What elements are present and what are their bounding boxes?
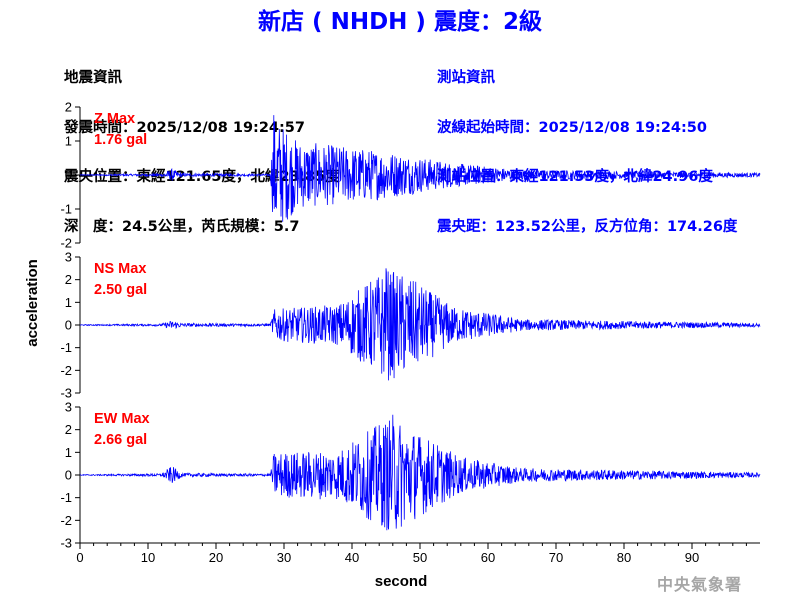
x-tick-label: 30 (277, 550, 291, 565)
x-tick-label: 20 (209, 550, 223, 565)
x-tick-label: 90 (685, 550, 699, 565)
panel-ns: -3 -2 -1 0 1 2 3 NS Max 2.50 gal (60, 250, 761, 401)
max-value-ns: 2.50 gal (94, 282, 147, 298)
y-tick-label: -2 (60, 236, 72, 251)
y-tick-label: 2 (65, 272, 72, 287)
max-label-z: Z Max (94, 111, 135, 127)
max-label-ns: NS Max (94, 261, 146, 277)
max-value-ew: 2.66 gal (94, 432, 147, 448)
earthquake-info-block: 地震資訊 發震時間：2025/12/08 19:24:57 震央位置：東經121… (64, 37, 340, 252)
y-axis-title: acceleration (24, 259, 41, 347)
x-tick-label: 50 (413, 550, 427, 565)
y-tick-label: -2 (60, 513, 72, 528)
panel-z: -2 -1 0 1 2 Z Max 1.76 gal (60, 100, 761, 251)
y-tick-label: -1 (60, 340, 72, 355)
y-tick-label: 0 (65, 318, 72, 333)
y-tick-label: 3 (65, 250, 72, 265)
wave-start-time: 波線起始時間：2025/12/08 19:24:50 (437, 119, 707, 136)
origin-time: 發震時間：2025/12/08 19:24:57 (64, 119, 305, 136)
y-tick-label: -2 (60, 363, 72, 378)
y-tick-label: -3 (60, 536, 72, 551)
x-tick-label: 10 (141, 550, 155, 565)
depth-magnitude: 深 度：24.5公里，芮氏規模：5.7 (64, 218, 300, 235)
y-tick-label: 0 (65, 168, 72, 183)
earthquake-info-heading: 地震資訊 (64, 70, 122, 86)
y-tick-label: 3 (65, 400, 72, 415)
x-tick-label: 80 (617, 550, 631, 565)
x-tick-label: 70 (549, 550, 563, 565)
y-tick-label: -1 (60, 490, 72, 505)
page-title: 新店 ( NHDH ) 震度：2級 (258, 9, 542, 35)
station-info-heading: 測站資訊 (437, 70, 495, 86)
y-tick-label: -1 (60, 202, 72, 217)
waveform-ew (79, 414, 761, 531)
y-tick-label: 0 (65, 468, 72, 483)
epicentral-distance: 震央距：123.52公里，反方位角：174.26度 (437, 218, 738, 235)
max-label-ew: EW Max (94, 411, 150, 427)
y-tick-label: 1 (65, 445, 72, 460)
waveform-ns (79, 268, 761, 381)
x-tick-label: 0 (76, 550, 83, 565)
y-tick-label: 1 (65, 134, 72, 149)
max-value-z: 1.76 gal (94, 132, 147, 148)
agency-watermark: 中央氣象署 (657, 575, 743, 594)
panel-ew: -3 -2 -1 0 1 2 3 EW Max 2.66 gal 0 10 20 30 40 50 60 70 8… (60, 400, 761, 565)
x-tick-label: 60 (481, 550, 495, 565)
waveform-z (79, 115, 761, 222)
y-tick-label: 2 (65, 422, 72, 437)
x-tick-label: 40 (345, 550, 359, 565)
x-axis-title: second (375, 573, 428, 590)
y-tick-label: 2 (65, 100, 72, 115)
y-tick-label: -3 (60, 386, 72, 401)
y-tick-label: 1 (65, 295, 72, 310)
